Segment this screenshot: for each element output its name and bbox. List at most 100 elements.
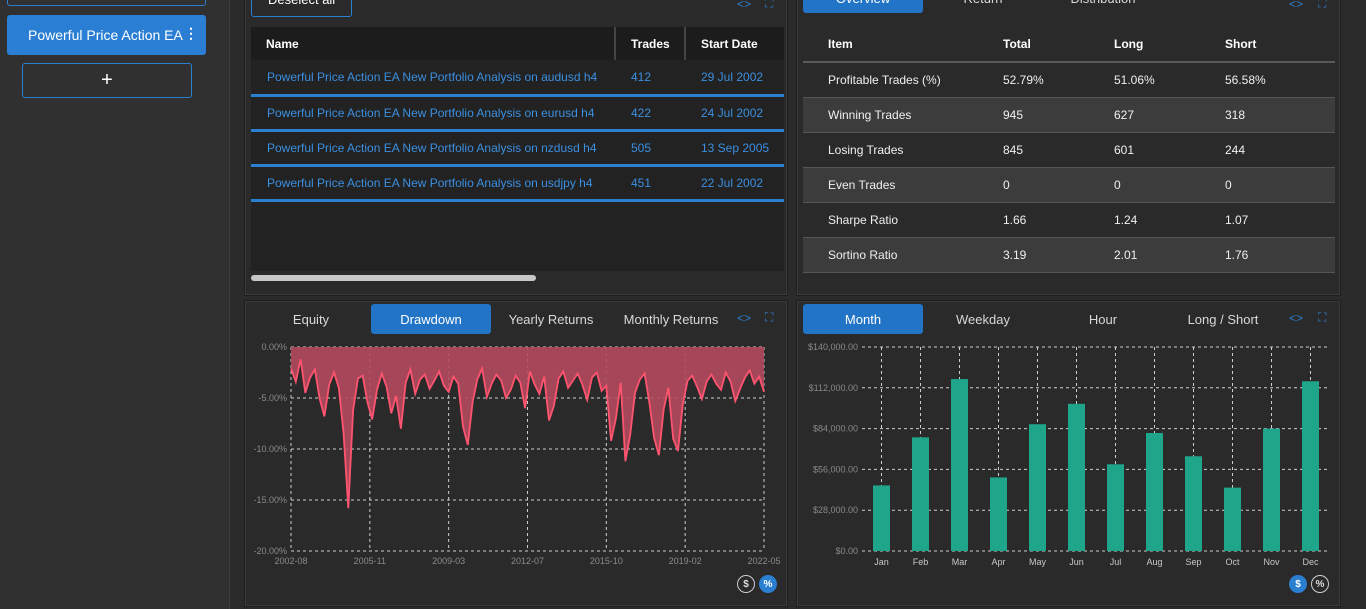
code-icon[interactable]: <> [737,0,752,11]
col-short: Short [1200,27,1335,63]
stats-row: Even Trades 0 0 0 [803,167,1335,203]
tab-return[interactable]: Return [923,0,1043,13]
stats-cell: Sortino Ratio [803,237,978,273]
stats-cell: 627 [1089,97,1200,133]
bar-oct[interactable] [1224,487,1241,551]
stats-cell: Profitable Trades (%) [803,62,978,98]
dollar-toggle-icon[interactable]: $ [737,575,755,593]
x-tick-label: 2002-08 [274,556,307,566]
col-name[interactable]: Name [251,27,616,60]
code-icon[interactable]: <> [1289,0,1304,11]
bar-aug[interactable] [1146,432,1163,551]
expand-icon[interactable]: ⛶ [765,0,774,10]
tab-overview[interactable]: Overview [803,0,923,13]
stats-cell: 1.07 [1200,202,1335,238]
bar-jul[interactable] [1107,464,1124,551]
dollar-toggle-icon[interactable]: $ [1289,575,1307,593]
tab-hour[interactable]: Hour [1088,311,1118,327]
expand-icon[interactable]: ⛶ [1318,0,1327,10]
col-long: Long [1089,27,1200,63]
add-project-button[interactable]: + [22,63,192,98]
stats-cell: Winning Trades [803,97,978,133]
bar-jan[interactable] [873,485,890,551]
tab-yearly-returns[interactable]: Yearly Returns [508,311,594,327]
stats-cell: 1.76 [1200,237,1335,273]
col-trades[interactable]: Trades [615,27,686,60]
stats-cell: 244 [1200,132,1335,168]
strategy-start-cell: 13 Sep 2005 [685,130,784,167]
y-tick-label: -15.00% [253,495,287,505]
bar-mar[interactable] [951,379,968,551]
x-tick-label: Sep [1185,557,1201,567]
stats-cell: 1.24 [1089,202,1200,238]
x-tick-label: 2015-10 [590,556,623,566]
strategy-name-cell: Powerful Price Action EA New Portfolio A… [251,130,615,167]
tab-monthly-returns[interactable]: Monthly Returns [623,311,719,327]
x-tick-label: Jan [874,557,889,567]
strategies-table: Name Trades Start Date Powerful Price Ac… [251,27,784,271]
stats-cell: 0 [1089,167,1200,203]
sidebar-project-item[interactable]: Powerful Price Action EA ⋮ [7,15,206,55]
strategy-start-cell: 22 Jul 2002 [685,165,784,202]
sidebar-top-button[interactable] [7,0,206,6]
expand-icon[interactable]: ⛶ [765,310,774,324]
strategy-row[interactable]: Powerful Price Action EA New Portfolio A… [251,95,784,132]
strategy-start-cell: 29 Jul 2002 [685,60,784,97]
x-tick-label: Mar [952,557,968,567]
bar-sep[interactable] [1185,456,1202,551]
strategy-row[interactable]: Powerful Price Action EA New Portfolio A… [251,165,784,202]
sidebar: Powerful Price Action EA ⋮ + [0,0,230,609]
stats-cell: 51.06% [1089,62,1200,98]
drawdown-panel: Equity Drawdown Yearly Returns Monthly Retu… [245,301,787,606]
strategy-row[interactable]: Powerful Price Action EA New Portfolio A… [251,130,784,167]
deselect-all-button[interactable]: Deselect all [251,0,353,17]
percent-toggle-icon[interactable]: % [1311,575,1329,593]
strategy-trades-cell: 412 [615,60,685,97]
strategy-trades-cell: 505 [615,130,685,167]
stats-row: Winning Trades 945 627 318 [803,97,1335,133]
stats-cell: 1.66 [978,202,1089,238]
drawdown-line [290,359,765,509]
x-tick-label: Feb [913,557,929,567]
x-tick-label: Aug [1146,557,1162,567]
stats-row: Sortino Ratio 3.19 2.01 1.76 [803,237,1335,273]
tab-long-short[interactable]: Long / Short [1187,311,1259,327]
tab-distribution[interactable]: Distribution [1043,0,1163,13]
stats-cell: 0 [978,167,1089,203]
x-tick-label: Jul [1110,557,1122,567]
bar-jun[interactable] [1068,403,1085,551]
horizontal-scrollbar[interactable] [251,275,536,281]
tab-month[interactable]: Month [803,304,923,334]
bar-apr[interactable] [990,477,1007,551]
expand-icon[interactable]: ⛶ [1318,310,1327,324]
stats-tabs: OverviewReturnDistribution [803,0,1334,13]
stats-table: Item Total Long Short Profitable Trades … [803,27,1335,273]
more-menu-icon[interactable]: ⋮ [184,25,198,41]
bar-dec[interactable] [1302,381,1319,551]
bar-feb[interactable] [912,437,929,551]
bar-nov[interactable] [1263,428,1280,551]
col-total: Total [978,27,1089,63]
tab-weekday[interactable]: Weekday [956,311,1010,327]
y-tick-label: -5.00% [258,393,287,403]
stats-cell: 2.01 [1089,237,1200,273]
percent-toggle-icon[interactable]: % [759,575,777,593]
bar-may[interactable] [1029,424,1046,551]
tab-equity[interactable]: Equity [292,311,330,327]
code-icon[interactable]: <> [1289,311,1304,325]
project-label: Powerful Price Action EA [28,27,183,43]
strategy-row[interactable]: Powerful Price Action EA New Portfolio A… [251,60,784,97]
x-tick-label: 2009-03 [432,556,465,566]
stats-cell: Even Trades [803,167,978,203]
strategy-trades-cell: 422 [615,95,685,132]
code-icon[interactable]: <> [737,311,752,325]
x-tick-label: 2012-07 [511,556,544,566]
col-start-date[interactable]: Start Date [685,27,784,60]
stats-row: Losing Trades 845 601 244 [803,132,1335,168]
y-tick-label: -10.00% [253,444,287,454]
stats-cell: 318 [1200,97,1335,133]
tab-drawdown[interactable]: Drawdown [371,304,491,334]
x-tick-label: Oct [1225,557,1240,567]
drawdown-tabs: Equity Drawdown Yearly Returns Monthly Retu… [251,304,781,334]
y-tick-label: $112,000.00 [809,383,858,393]
